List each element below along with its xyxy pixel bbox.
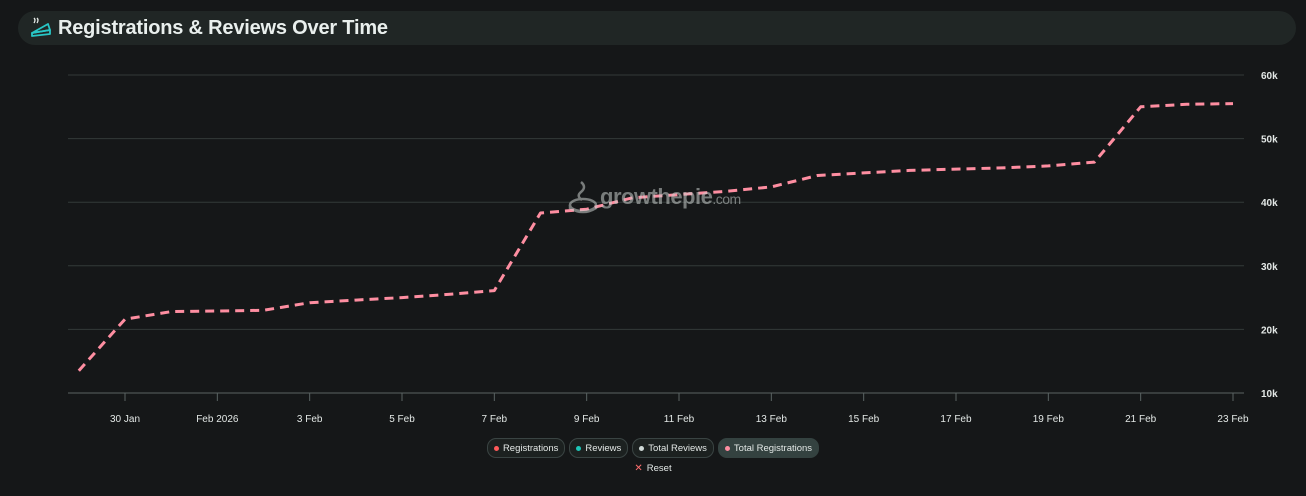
x-tick-label: Feb 2026: [196, 414, 239, 425]
legend-dot-icon: [724, 445, 730, 451]
y-tick-label: 30k: [1261, 262, 1278, 273]
watermark-text: growthepie.com: [600, 184, 741, 209]
legend-dot-icon: [576, 445, 582, 451]
x-tick-label: 7 Feb: [482, 414, 508, 425]
y-tick-label: 10k: [1261, 389, 1278, 400]
x-tick-label: 30 Jan: [110, 414, 140, 425]
x-tick-label: 5 Feb: [389, 414, 415, 425]
legend-item-total-reviews[interactable]: Total Reviews: [632, 438, 714, 458]
legend-item-reviews[interactable]: Reviews: [569, 438, 629, 458]
legend: Registrations Reviews Total Reviews Tota…: [0, 438, 1306, 458]
pie-icon: [31, 17, 51, 37]
legend-item-registrations[interactable]: Registrations: [486, 438, 566, 458]
legend-label: Total Registrations: [733, 442, 813, 454]
legend-dot-icon: [493, 445, 499, 451]
close-icon: ✕: [634, 463, 643, 474]
legend-dot-icon: [639, 445, 645, 451]
y-tick-label: 20k: [1261, 325, 1278, 336]
legend-label: Total Reviews: [648, 442, 707, 454]
series-line-total-registrations[interactable]: [77, 102, 1234, 372]
x-tick-label: 3 Feb: [297, 414, 323, 425]
legend-label: Reviews: [585, 442, 622, 454]
chart-title: Registrations & Reviews Over Time: [58, 16, 388, 39]
x-tick-label: 11 Feb: [664, 414, 695, 425]
legend-label: Registrations: [502, 442, 559, 454]
legend-item-total-registrations[interactable]: Total Registrations: [717, 438, 820, 458]
x-tick-label: 13 Feb: [756, 414, 788, 425]
x-tick-label: 17 Feb: [940, 414, 972, 425]
watermark: growthepie.com: [566, 178, 741, 216]
reset-button[interactable]: ✕ Reset: [0, 463, 1306, 474]
chart-header: Registrations & Reviews Over Time: [18, 11, 1296, 45]
x-tick-label: 15 Feb: [848, 414, 880, 425]
y-tick-label: 40k: [1261, 198, 1278, 209]
x-tick-label: 19 Feb: [1033, 414, 1065, 425]
x-tick-label: 21 Feb: [1125, 414, 1157, 425]
reset-label: Reset: [646, 463, 672, 474]
y-tick-label: 60k: [1261, 71, 1278, 82]
x-tick-label: 9 Feb: [574, 414, 600, 425]
x-tick-label: 23 Feb: [1217, 414, 1249, 425]
y-tick-label: 50k: [1261, 135, 1278, 146]
growthepie-logo-icon: [568, 181, 598, 214]
